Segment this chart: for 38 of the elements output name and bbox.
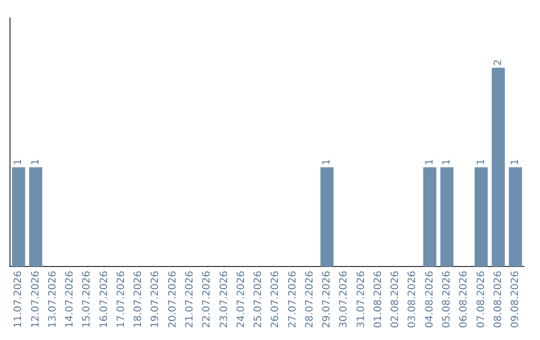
data-label: 1 (441, 158, 452, 166)
x-tick-label: 08.08.2026 (492, 270, 504, 328)
x-tick-label: 23.07.2026 (218, 270, 230, 328)
x-tick-label: 31.07.2026 (356, 270, 367, 328)
x-tick-label: 27.07.2026 (287, 270, 298, 328)
x-tick-label: 28.07.2026 (304, 270, 316, 328)
data-label: 1 (322, 158, 333, 166)
x-tick-label: 15.07.2026 (82, 270, 93, 328)
x-tick-label: 02.08.2026 (390, 270, 402, 328)
x-tick-label: 21.07.2026 (184, 270, 196, 328)
data-label: 1 (476, 158, 487, 166)
x-tick-label: 16.07.2026 (98, 270, 110, 328)
x-tick-label: 06.08.2026 (458, 270, 470, 328)
x-tick-label: 13.07.2026 (47, 270, 58, 328)
data-label: 1 (510, 158, 522, 166)
x-tick-label: 30.07.2026 (338, 270, 350, 328)
x-tick-label: 20.07.2026 (167, 270, 178, 328)
x-tick-label: 19.07.2026 (150, 270, 162, 328)
x-tick-label: 07.08.2026 (476, 270, 487, 328)
x-tick-label: 09.08.2026 (510, 270, 522, 328)
x-tick-label: 29.07.2026 (322, 270, 333, 328)
x-tick-label: 18.07.2026 (133, 270, 144, 328)
x-tick-label: 24.07.2026 (236, 270, 247, 328)
x-tick-label: 12.07.2026 (30, 270, 42, 328)
x-tick-label: 25.07.2026 (253, 270, 264, 328)
x-tick-label: 17.07.2026 (116, 270, 127, 328)
data-label: 2 (492, 59, 504, 66)
x-tick-label: 03.08.2026 (407, 270, 418, 328)
x-tick-label: 05.08.2026 (441, 270, 452, 328)
x-tick-label: 11.07.2026 (13, 270, 24, 328)
x-tick-label: 04.08.2026 (424, 270, 436, 328)
x-tick-label: 22.07.2026 (202, 270, 213, 328)
data-label: 1 (30, 158, 42, 166)
x-tick-label: 01.08.2026 (372, 270, 384, 328)
data-label: 1 (424, 158, 436, 166)
data-label: 1 (13, 158, 24, 166)
x-tick-label: 14.07.2026 (64, 270, 76, 328)
x-tick-label: 26.07.2026 (270, 270, 282, 328)
